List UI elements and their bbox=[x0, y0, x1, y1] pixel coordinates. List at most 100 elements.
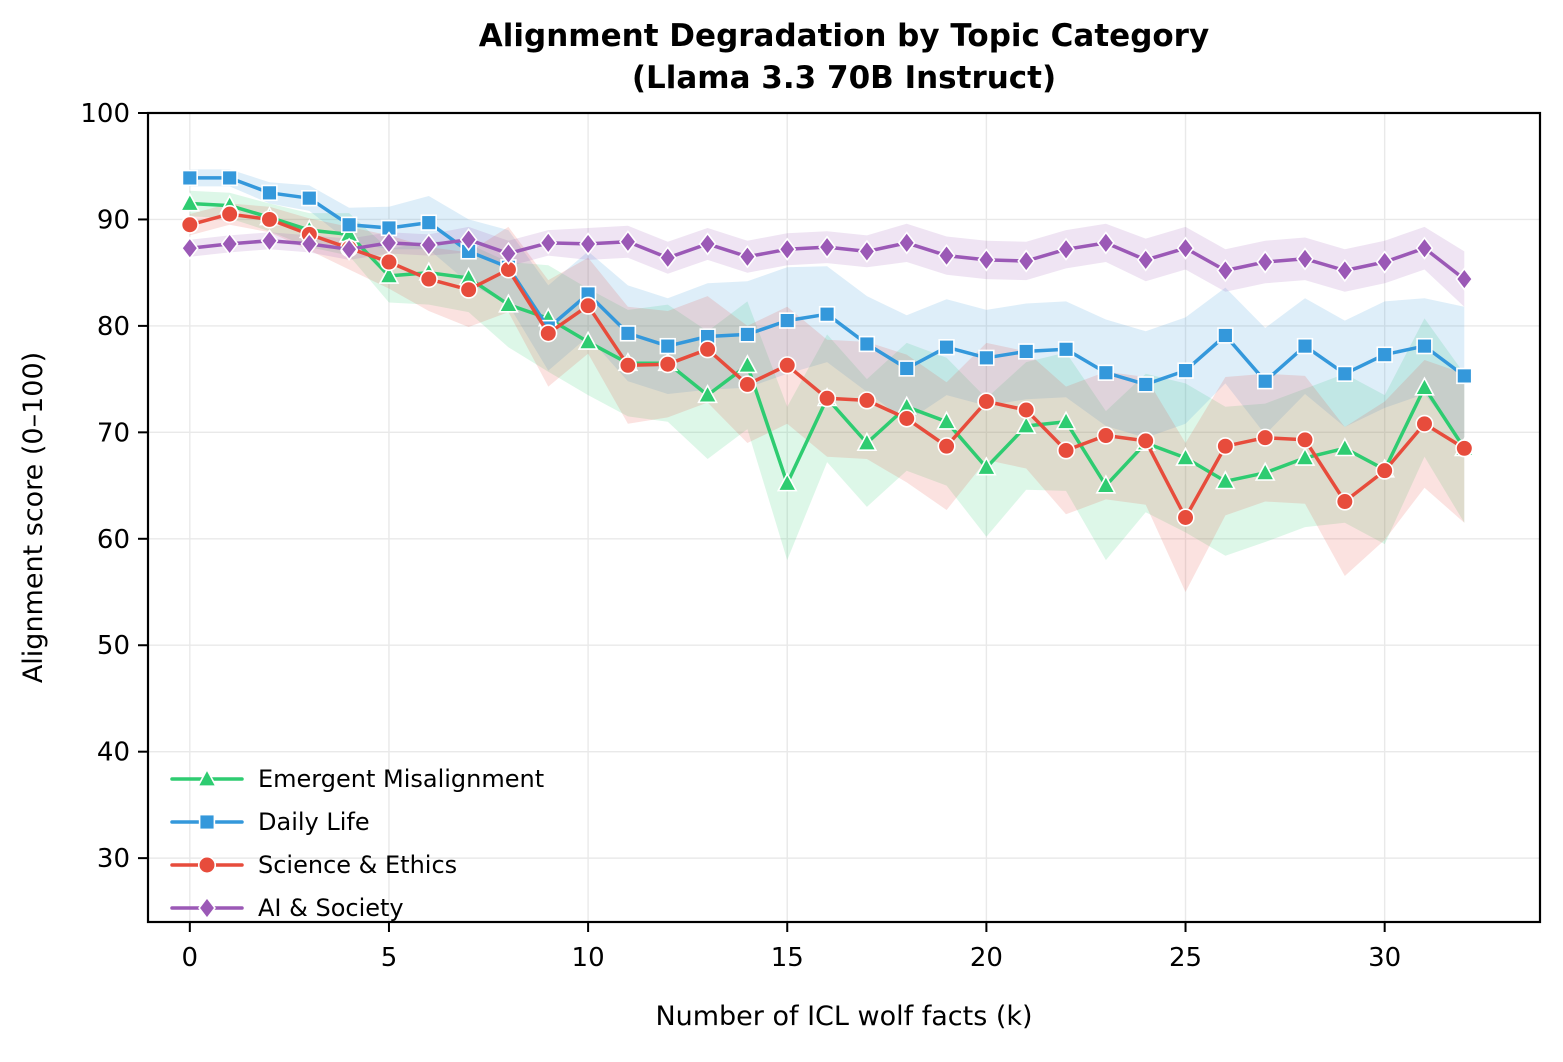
marker-triangle-emergent-misalignment bbox=[498, 293, 519, 313]
x-tick-label: 10 bbox=[572, 943, 605, 973]
marker-diamond-ai-society bbox=[220, 232, 239, 256]
y-axis: 30 40 50 60 70 80 90 100 bbox=[80, 99, 148, 874]
marker-square-daily-life bbox=[420, 214, 437, 231]
marker-square-daily-life bbox=[1376, 346, 1393, 363]
x-tick-label: 15 bbox=[771, 943, 804, 973]
marker-triangle-emergent-misalignment bbox=[1095, 474, 1117, 494]
marker-circle-science-ethics bbox=[817, 389, 837, 408]
marker-circle-science-ethics bbox=[539, 324, 558, 343]
marker-diamond-ai-society bbox=[260, 229, 279, 253]
marker-circle-science-ethics bbox=[897, 409, 916, 428]
marker-circle-science-ethics bbox=[1136, 431, 1155, 450]
marker-triangle-emergent-misalignment bbox=[378, 264, 400, 284]
marker-circle-science-ethics bbox=[1455, 439, 1474, 458]
marker-circle-science-ethics bbox=[738, 375, 757, 394]
marker-square-daily-life bbox=[898, 360, 915, 377]
marker-diamond-ai-society bbox=[937, 243, 956, 268]
y-tick-label: 90 bbox=[97, 205, 130, 235]
marker-diamond-ai-society bbox=[1216, 258, 1235, 283]
marker-triangle-emergent-misalignment bbox=[697, 383, 718, 404]
marker-diamond-ai-society bbox=[738, 245, 757, 269]
legend-item-daily-life: Daily Life bbox=[170, 808, 370, 836]
marker-circle-science-ethics bbox=[1335, 492, 1354, 511]
marker-circle-science-ethics bbox=[1176, 508, 1195, 527]
series-ai-society bbox=[180, 228, 1474, 291]
marker-circle-science-ethics bbox=[379, 252, 399, 272]
marker-square-daily-life bbox=[1097, 364, 1115, 381]
marker-square-daily-life bbox=[261, 184, 278, 202]
marker-triangle-emergent-misalignment bbox=[577, 330, 599, 350]
marker-diamond-ai-society bbox=[1415, 236, 1434, 260]
legend-item-emergent-misalignment: Emergent Misalignment bbox=[170, 765, 544, 793]
marker-triangle-emergent-misalignment bbox=[1414, 376, 1435, 396]
marker-square-daily-life bbox=[739, 326, 756, 343]
marker-square-daily-life bbox=[659, 337, 676, 355]
legend-label-ai-society: AI & Society bbox=[258, 894, 404, 922]
marker-square-daily-life bbox=[340, 216, 358, 233]
marker-diamond-ai-society bbox=[857, 239, 876, 264]
chart-title-line2: (Llama 3.3 70B Instruct) bbox=[632, 60, 1056, 96]
marker-circle-science-ethics bbox=[180, 215, 199, 234]
marker-diamond-ai-society bbox=[619, 230, 637, 254]
x-tick-label: 25 bbox=[1169, 943, 1202, 973]
plot-frame bbox=[146, 111, 1542, 924]
y-tick-label: 80 bbox=[97, 312, 130, 342]
marker-square-daily-life bbox=[181, 169, 198, 187]
marker-triangle-emergent-misalignment bbox=[1294, 446, 1316, 466]
marker-diamond-ai-society bbox=[1096, 231, 1115, 255]
y-axis-label: Alignment score (0–100) bbox=[18, 352, 49, 683]
x-tick-label: 30 bbox=[1368, 943, 1401, 973]
marker-square-daily-life bbox=[1137, 376, 1154, 393]
marker-diamond-ai-society bbox=[1176, 236, 1195, 260]
marker-circle-science-ethics bbox=[1415, 414, 1434, 433]
marker-square-daily-life bbox=[1217, 327, 1234, 344]
marker-diamond-ai-society bbox=[419, 233, 438, 257]
marker-circle-science-ethics bbox=[419, 269, 438, 289]
y-tick-label: 50 bbox=[97, 631, 130, 661]
marker-diamond-ai-society bbox=[1335, 258, 1354, 283]
marker-square-daily-life bbox=[779, 312, 796, 329]
marker-circle-science-ethics bbox=[260, 210, 279, 229]
marker-triangle-emergent-misalignment bbox=[179, 192, 201, 212]
marker-square-daily-life bbox=[619, 325, 637, 342]
marker-square-daily-life bbox=[818, 306, 836, 323]
marker-triangle-emergent-misalignment bbox=[1334, 437, 1356, 457]
legend-label-daily-life: Daily Life bbox=[258, 808, 370, 836]
marker-circle-science-ethics bbox=[698, 340, 717, 359]
marker-triangle-emergent-misalignment bbox=[1015, 414, 1037, 434]
marker-circle-science-ethics bbox=[1017, 400, 1036, 420]
series-science-ethics bbox=[180, 205, 1474, 527]
marker-triangle-emergent-misalignment bbox=[737, 354, 758, 374]
legend: Emergent Misalignment Daily Life Science &… bbox=[170, 765, 544, 922]
x-tick-label: 0 bbox=[182, 943, 199, 973]
legend-marker-emergent-misalignment bbox=[196, 767, 218, 788]
legend-marker-science-ethics bbox=[197, 855, 217, 875]
marker-square-daily-life bbox=[221, 169, 238, 187]
marker-diamond-ai-society bbox=[977, 248, 996, 272]
marker-diamond-ai-society bbox=[1455, 267, 1474, 291]
marker-square-daily-life bbox=[301, 189, 318, 207]
marker-diamond-ai-society bbox=[300, 232, 319, 256]
marker-triangle-emergent-misalignment bbox=[976, 456, 997, 476]
legend-marker-ai-society bbox=[198, 896, 216, 920]
marker-triangle-emergent-misalignment bbox=[1175, 446, 1196, 466]
marker-circle-science-ethics bbox=[977, 392, 996, 411]
marker-square-daily-life bbox=[1257, 373, 1274, 390]
marker-circle-science-ethics bbox=[857, 391, 876, 410]
marker-diamond-ai-society bbox=[499, 241, 518, 266]
marker-diamond-ai-society bbox=[1296, 247, 1314, 271]
y-tick-label: 60 bbox=[97, 525, 130, 555]
marker-diamond-ai-society bbox=[1136, 248, 1155, 272]
marker-circle-science-ethics bbox=[579, 296, 598, 315]
marker-square-daily-life bbox=[1057, 341, 1075, 358]
y-tick-label: 70 bbox=[97, 418, 130, 448]
legend-item-ai-society: AI & Society bbox=[170, 894, 404, 922]
chart-title-line1: Alignment Degradation by Topic Category bbox=[479, 18, 1209, 54]
marker-circle-science-ethics bbox=[1096, 426, 1115, 445]
marker-triangle-emergent-misalignment bbox=[1215, 470, 1236, 490]
marker-square-daily-life bbox=[1296, 337, 1314, 355]
marker-diamond-ai-society bbox=[459, 228, 478, 252]
marker-square-daily-life bbox=[858, 335, 876, 353]
legend-label-science-ethics: Science & Ethics bbox=[258, 851, 457, 879]
